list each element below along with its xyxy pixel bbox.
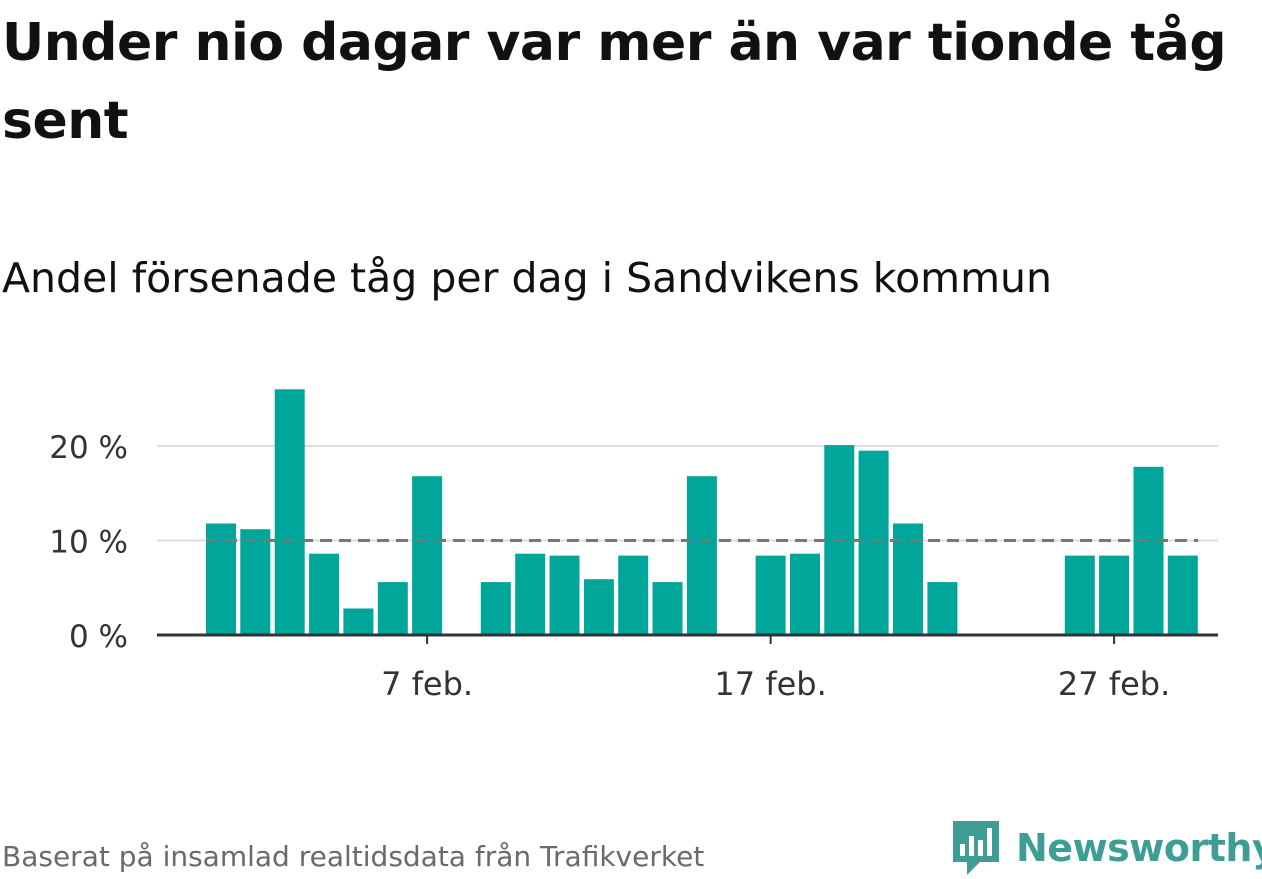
newsworthy-logo: Newsworthy [950,818,1262,878]
x-tick-label: 17 feb. [714,665,826,703]
bar [686,476,717,635]
chart-subtitle: Andel försenade tåg per dag i Sandvikens… [2,254,1053,302]
newsworthy-chart-bubble-icon [953,821,999,875]
bar [515,553,546,635]
bar-chart: 0 % 10 % 20 % 7 feb. 17 feb. 27 feb. [49,389,1218,703]
logo-text: Newsworthy [1016,826,1262,870]
bar [618,555,649,635]
bar [240,529,271,635]
source-note: Baserat på insamlad realtidsdata från Tr… [2,840,705,873]
bar [893,523,923,635]
bar [755,555,786,635]
bar [858,450,889,635]
bar [206,523,236,635]
bar [927,582,958,635]
bar [1064,555,1095,635]
chart-title: Under nio dagar var mer än var tionde tå… [2,13,1227,151]
bar [343,608,374,635]
bar [1099,555,1130,635]
bar [652,582,683,635]
bar [377,582,408,635]
bar [480,582,511,635]
bar [549,555,580,635]
bar [274,389,305,635]
y-tick-label: 0 % [69,619,128,655]
x-tick-label: 7 feb. [381,665,473,703]
bar [583,579,614,635]
y-tick-label: 10 % [49,525,128,561]
y-tick-label: 20 % [49,430,128,466]
bar [412,476,443,635]
bar [790,553,820,635]
bar [1167,555,1198,635]
bar [309,553,340,635]
bar [1133,466,1164,635]
x-tick-label: 27 feb. [1058,665,1170,703]
